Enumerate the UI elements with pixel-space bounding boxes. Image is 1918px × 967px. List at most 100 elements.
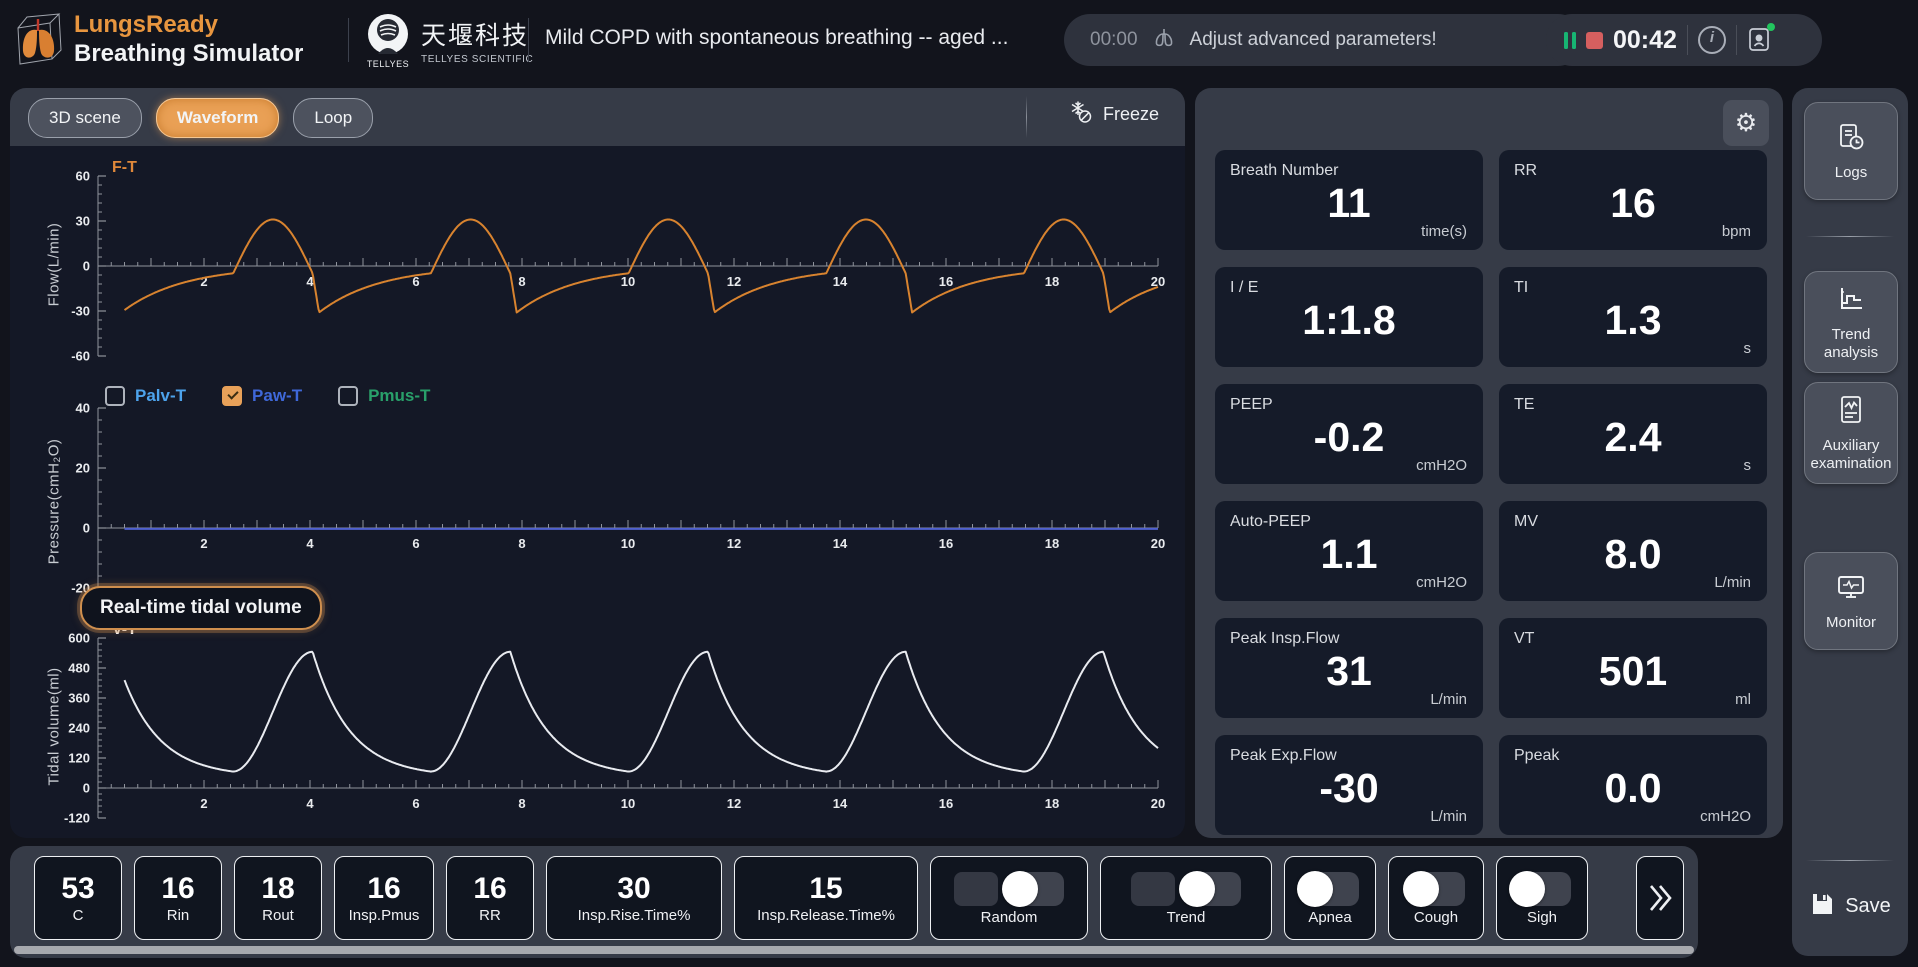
trend-mode-block[interactable] <box>1131 871 1175 906</box>
sidebar-divider <box>1806 860 1894 861</box>
metric-value: 1.1 <box>1320 531 1378 577</box>
svg-text:6: 6 <box>412 536 419 551</box>
param-card-insp-release-time[interactable]: 15 Insp.Release.Time% <box>734 856 918 940</box>
toggle-card-apnea: Apnea <box>1284 856 1376 940</box>
toggle-card-random: Random <box>930 856 1088 940</box>
sidebar-button-label: Logs <box>1834 163 1868 181</box>
metric-label: Peak Exp.Flow <box>1230 747 1337 764</box>
param-value: 15 <box>809 871 843 905</box>
metric-card-te: TE 2.4 s <box>1499 384 1767 484</box>
metric-card-breath-number: Breath Number 11 time(s) <box>1215 150 1483 250</box>
sidebar-button-label: Monitor <box>1825 613 1877 631</box>
stop-icon[interactable] <box>1586 31 1603 49</box>
metrics-settings-button[interactable]: ⚙ <box>1723 100 1769 146</box>
legend-label: Palv-T <box>135 386 187 405</box>
waveform-panel-header: 3D scene Waveform Loop Freeze <box>10 88 1185 146</box>
metric-card-ti: TI 1.3 s <box>1499 267 1767 367</box>
sigh-toggle[interactable] <box>1509 870 1571 907</box>
tab-waveform[interactable]: Waveform <box>155 98 280 138</box>
sidebar-button-auxiliary-examination[interactable]: Auxiliary examination <box>1804 382 1898 484</box>
toggle-label: Random <box>980 908 1038 926</box>
advanced-parameters-hint[interactable]: 00:00 Adjust advanced parameters! <box>1064 14 1584 66</box>
pmus-t-checkbox[interactable] <box>338 386 359 406</box>
brand-logo-text: TELLYES <box>366 59 410 69</box>
svg-text:2: 2 <box>200 274 207 289</box>
app-name: LungsReady <box>74 11 219 38</box>
svg-text:4: 4 <box>306 274 314 289</box>
horizontal-scrollbar[interactable] <box>14 946 1694 954</box>
random-toggle[interactable] <box>1002 870 1064 907</box>
paw-t-checkbox[interactable] <box>222 386 243 406</box>
metric-label: TI <box>1514 279 1529 296</box>
save-label: Save <box>1845 894 1891 917</box>
metric-value: 8.0 <box>1604 531 1662 577</box>
bottom-parameter-bar: 53 C 16 Rin 18 Rout 16 Insp.Pmus 16 RR 30 Insp.Rise… <box>10 846 1698 958</box>
param-card-rin[interactable]: 16 Rin <box>134 856 222 940</box>
random-mode-block[interactable] <box>954 871 998 906</box>
freeze-icon <box>1069 100 1093 129</box>
param-label: Insp.Rise.Time% <box>577 906 691 924</box>
svg-text:18: 18 <box>1045 536 1059 551</box>
svg-text:0: 0 <box>83 781 90 796</box>
tab-3d-scene[interactable]: 3D scene <box>28 98 142 138</box>
toggle-knob <box>1297 870 1333 907</box>
metric-unit: s <box>1743 457 1752 474</box>
freeze-button[interactable]: Freeze <box>1069 100 1159 129</box>
tellyes-logo-icon <box>368 14 408 54</box>
metric-value: 1:1.8 <box>1302 297 1396 343</box>
param-card-insp-rise-time[interactable]: 30 Insp.Rise.Time% <box>546 856 722 940</box>
metric-value: 31 <box>1326 648 1372 694</box>
save-button[interactable]: Save <box>1792 884 1908 928</box>
double-chevron-right-icon <box>1650 885 1672 911</box>
svg-text:8: 8 <box>518 274 525 289</box>
sidebar-button-logs[interactable]: Logs <box>1804 102 1898 200</box>
session-timer: 00:42 <box>1613 25 1677 54</box>
svg-text:18: 18 <box>1045 796 1059 811</box>
svg-text:4: 4 <box>306 796 314 811</box>
metric-label: VT <box>1514 630 1535 647</box>
param-value: 30 <box>617 871 651 905</box>
freeze-label: Freeze <box>1102 104 1159 124</box>
more-parameters-button[interactable] <box>1636 856 1684 940</box>
device-status-icon[interactable] <box>1747 23 1775 54</box>
metric-label: MV <box>1514 513 1538 530</box>
svg-text:360: 360 <box>68 691 90 706</box>
sidebar-button-label: Auxiliary examination <box>1810 436 1892 472</box>
auxiliary-examination-icon <box>1835 394 1867 431</box>
param-card-c[interactable]: 53 C <box>34 856 122 940</box>
cough-toggle[interactable] <box>1403 870 1465 907</box>
svg-text:18: 18 <box>1045 274 1059 289</box>
param-label: Insp.Release.Time% <box>757 906 895 924</box>
param-card-rout[interactable]: 18 Rout <box>234 856 322 940</box>
param-card-rr[interactable]: 16 RR <box>446 856 534 940</box>
metric-unit: cmH2O <box>1416 457 1467 474</box>
gear-icon: ⚙ <box>1734 109 1758 137</box>
pill-divider <box>1735 25 1737 55</box>
svg-text:0: 0 <box>83 521 90 536</box>
svg-text:10: 10 <box>621 536 635 551</box>
svg-text:0: 0 <box>83 259 90 274</box>
metric-unit: time(s) <box>1421 223 1467 240</box>
palv-t-checkbox[interactable] <box>105 386 125 406</box>
sidebar-button-trend-analysis[interactable]: Trend analysis <box>1804 271 1898 373</box>
metric-label: I / E <box>1230 279 1259 296</box>
monitor-icon <box>1835 571 1867 608</box>
sidebar-button-monitor[interactable]: Monitor <box>1804 552 1898 650</box>
tab-loop[interactable]: Loop <box>293 98 374 138</box>
svg-text:2: 2 <box>200 536 207 551</box>
trend-toggle[interactable] <box>1179 870 1241 907</box>
toggle-knob <box>1509 870 1545 907</box>
param-value: 16 <box>367 871 401 905</box>
svg-text:20: 20 <box>1151 274 1165 289</box>
apnea-toggle[interactable] <box>1297 870 1359 907</box>
session-control-pill: 00:42 <box>1546 14 1822 66</box>
metric-card-peak-exp-flow: Peak Exp.Flow -30 L/min <box>1215 735 1483 835</box>
pause-icon[interactable] <box>1564 31 1576 49</box>
svg-text:480: 480 <box>68 661 90 676</box>
info-icon[interactable] <box>1697 26 1726 54</box>
param-card-insp-pmus[interactable]: 16 Insp.Pmus <box>334 856 434 940</box>
toggle-row <box>1403 870 1465 907</box>
toggle-knob <box>1403 870 1439 907</box>
metric-unit: ml <box>1735 691 1751 708</box>
freeze-divider <box>1026 96 1027 138</box>
